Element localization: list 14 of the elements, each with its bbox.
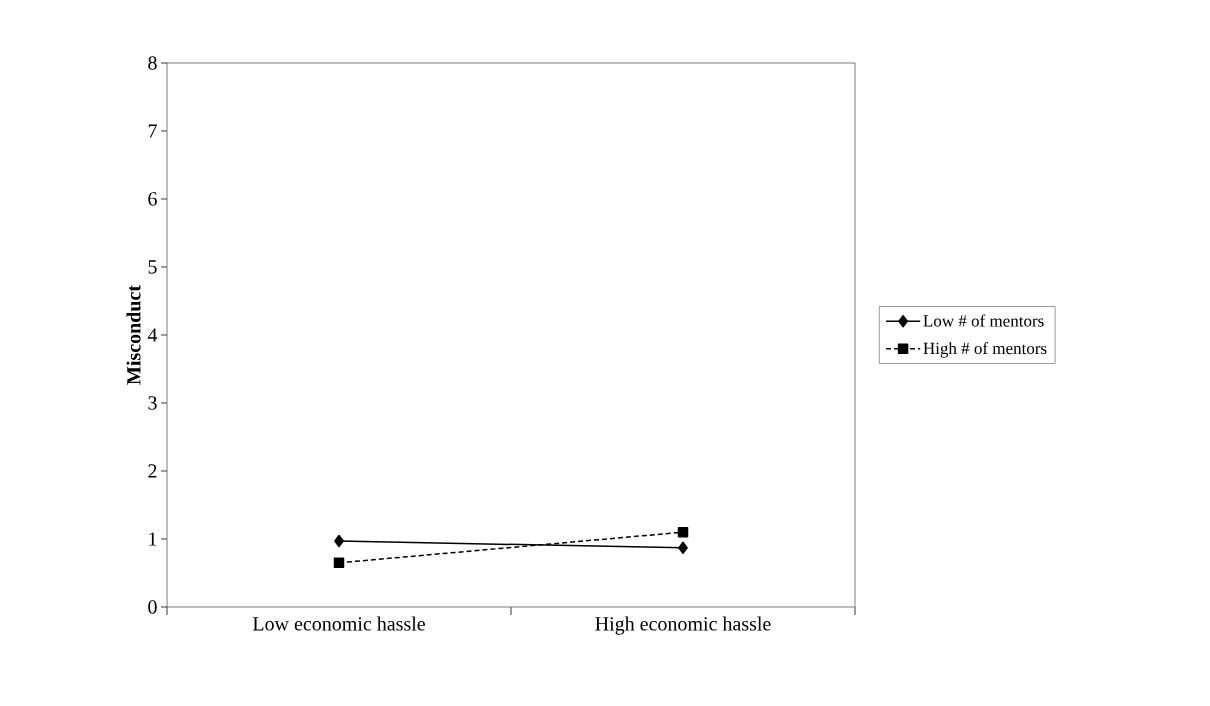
y-tick-label: 0 [148, 600, 157, 614]
y-tick-label: 4 [147, 328, 158, 342]
y-tick-label: 8 [148, 56, 157, 70]
legend-label: High # of mentors [923, 341, 1047, 358]
y-tick-label: 2 [148, 464, 157, 478]
y-tick-label: 6 [148, 192, 157, 206]
y-tick-label: 1 [149, 532, 157, 546]
legend-label: Low # of mentors [923, 314, 1044, 327]
y-tick-label: 7 [148, 124, 157, 138]
y-axis-title: Misconduct [126, 285, 141, 385]
y-tick-label: 3 [148, 396, 157, 410]
y-tick-label: 5 [148, 260, 157, 274]
x-tick-label: Low economic hassle [252, 616, 425, 631]
x-tick-label: High economic hassle [595, 616, 771, 635]
